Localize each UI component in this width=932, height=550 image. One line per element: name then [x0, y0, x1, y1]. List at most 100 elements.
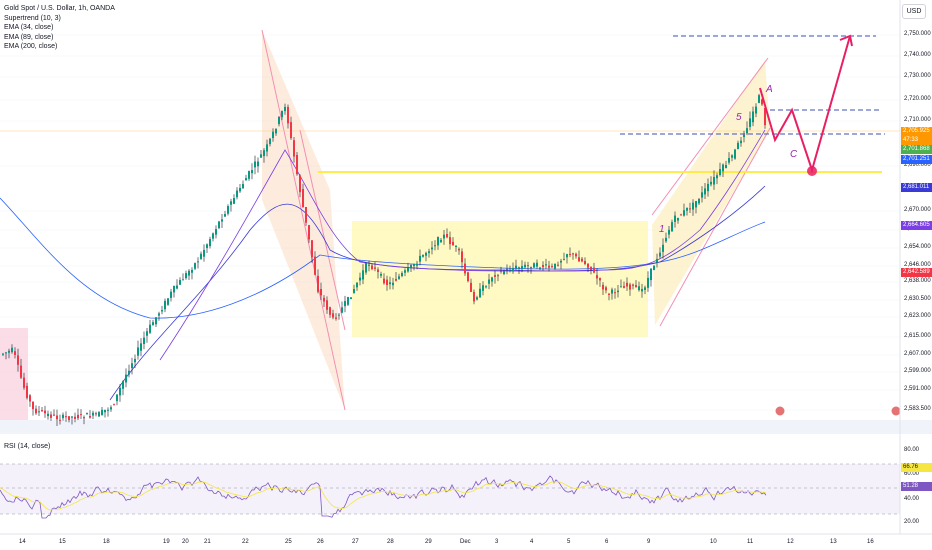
- price-tag: 2,701.251: [901, 155, 932, 164]
- rsi-tick-label: 40.00: [904, 496, 920, 502]
- candle: [506, 264, 508, 275]
- candle: [746, 121, 748, 136]
- candle: [638, 281, 640, 292]
- price-tick-label: 2,710.000: [904, 117, 931, 123]
- candle: [644, 285, 646, 295]
- candle: [692, 199, 694, 216]
- candle: [737, 140, 739, 150]
- candle: [719, 162, 721, 177]
- price-tick-label: 2,646.000: [904, 262, 931, 268]
- price-tick-label: 2,730.000: [904, 73, 931, 79]
- rising-channel: [652, 60, 770, 325]
- indicator-ema-200[interactable]: EMA (200, close): [4, 43, 58, 50]
- wave-label-1: 1: [659, 224, 665, 235]
- candle: [68, 416, 70, 423]
- currency-button[interactable]: USD: [902, 4, 926, 19]
- candle: [212, 232, 214, 242]
- time-tick-label: 21: [204, 539, 211, 545]
- candle: [740, 136, 742, 147]
- candle: [59, 414, 61, 425]
- candle: [533, 262, 535, 268]
- left-red-zone: [0, 328, 28, 420]
- indicator-ema-34[interactable]: EMA (34, close): [4, 24, 54, 31]
- candle: [20, 358, 22, 379]
- candle: [713, 170, 715, 190]
- candle: [683, 203, 685, 217]
- candle: [50, 411, 52, 421]
- candle: [704, 183, 706, 200]
- candle: [326, 296, 328, 314]
- price-tick-label: 2,583.500: [904, 406, 931, 412]
- candle: [410, 264, 412, 272]
- candle: [101, 407, 103, 416]
- candle: [128, 364, 130, 378]
- candle: [302, 183, 304, 208]
- candle: [539, 266, 541, 271]
- candle: [485, 285, 487, 289]
- candle: [632, 283, 634, 290]
- candle: [701, 186, 703, 203]
- rsi-tick-label: 80.00: [904, 447, 920, 453]
- candle: [620, 279, 622, 288]
- candle: [281, 110, 283, 121]
- rsi-title[interactable]: RSI (14, close): [4, 443, 51, 450]
- candle: [152, 319, 154, 326]
- candle: [338, 313, 340, 320]
- candle: [467, 271, 469, 283]
- time-tick-label: Dec: [460, 539, 471, 545]
- candle: [650, 268, 652, 287]
- time-tick-label: 28: [387, 539, 394, 545]
- candle: [98, 411, 100, 417]
- candle: [2, 352, 4, 356]
- time-tick-label: 27: [352, 539, 359, 545]
- candle: [569, 247, 571, 258]
- candle: [407, 262, 409, 273]
- candle: [386, 275, 388, 291]
- candle: [233, 194, 235, 205]
- candle: [320, 282, 322, 301]
- candle: [188, 269, 190, 280]
- candle: [47, 410, 49, 420]
- candle: [641, 283, 643, 298]
- candle: [725, 160, 727, 169]
- candle: [272, 128, 274, 142]
- candle: [335, 313, 337, 321]
- rsi-tick-label: 20.00: [904, 519, 920, 525]
- candle: [224, 210, 226, 218]
- indicator-supertrend[interactable]: Supertrend (10, 3): [4, 14, 61, 22]
- candle: [551, 263, 553, 269]
- candle: [608, 292, 610, 301]
- candle: [170, 288, 172, 302]
- candle: [164, 298, 166, 313]
- candle: [29, 394, 31, 407]
- candle: [107, 407, 109, 417]
- candle: [350, 297, 352, 300]
- candle: [119, 384, 121, 402]
- candle: [677, 217, 679, 224]
- candle: [689, 202, 691, 214]
- candle: [74, 412, 76, 423]
- candle: [260, 150, 262, 159]
- candle: [341, 301, 343, 314]
- wave-label-c: C: [790, 149, 798, 160]
- price-tick-label: 2,654.000: [904, 244, 931, 250]
- candle: [110, 405, 112, 412]
- candle: [377, 267, 379, 279]
- candle: [296, 152, 298, 176]
- candle: [206, 243, 208, 254]
- candle: [464, 258, 466, 276]
- candle: [521, 260, 523, 273]
- candle: [11, 344, 13, 354]
- rsi-value-tag: 51.28: [901, 482, 932, 491]
- candle: [359, 272, 361, 286]
- candle: [122, 380, 124, 396]
- wave-c-marker: [807, 166, 817, 176]
- indicator-ema-89[interactable]: EMA (89, close): [4, 33, 54, 41]
- candle: [65, 411, 67, 422]
- candle: [317, 269, 319, 294]
- rsi-tick-label: 60.00: [904, 471, 920, 477]
- ema-34-line: [159, 129, 766, 361]
- candle: [722, 163, 724, 177]
- candle: [92, 410, 94, 419]
